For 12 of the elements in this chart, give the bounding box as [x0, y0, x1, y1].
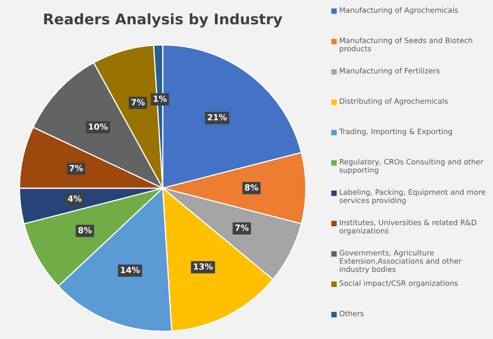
- chart-title: Readers Analysis by Industry: [44, 13, 282, 28]
- data-label: 7%: [70, 164, 83, 172]
- data-label: 13%: [194, 263, 213, 270]
- data-label: 14%: [120, 266, 140, 274]
- data-label: 21%: [208, 114, 227, 120]
- data-label: 7%: [235, 224, 249, 231]
- data-label: 4%: [68, 195, 82, 202]
- data-label: 8%: [244, 184, 258, 191]
- data-label: 10%: [88, 123, 108, 130]
- data-label: 7%: [131, 99, 145, 106]
- data-label: 1%: [154, 96, 167, 102]
- data-label: 8%: [78, 227, 92, 234]
